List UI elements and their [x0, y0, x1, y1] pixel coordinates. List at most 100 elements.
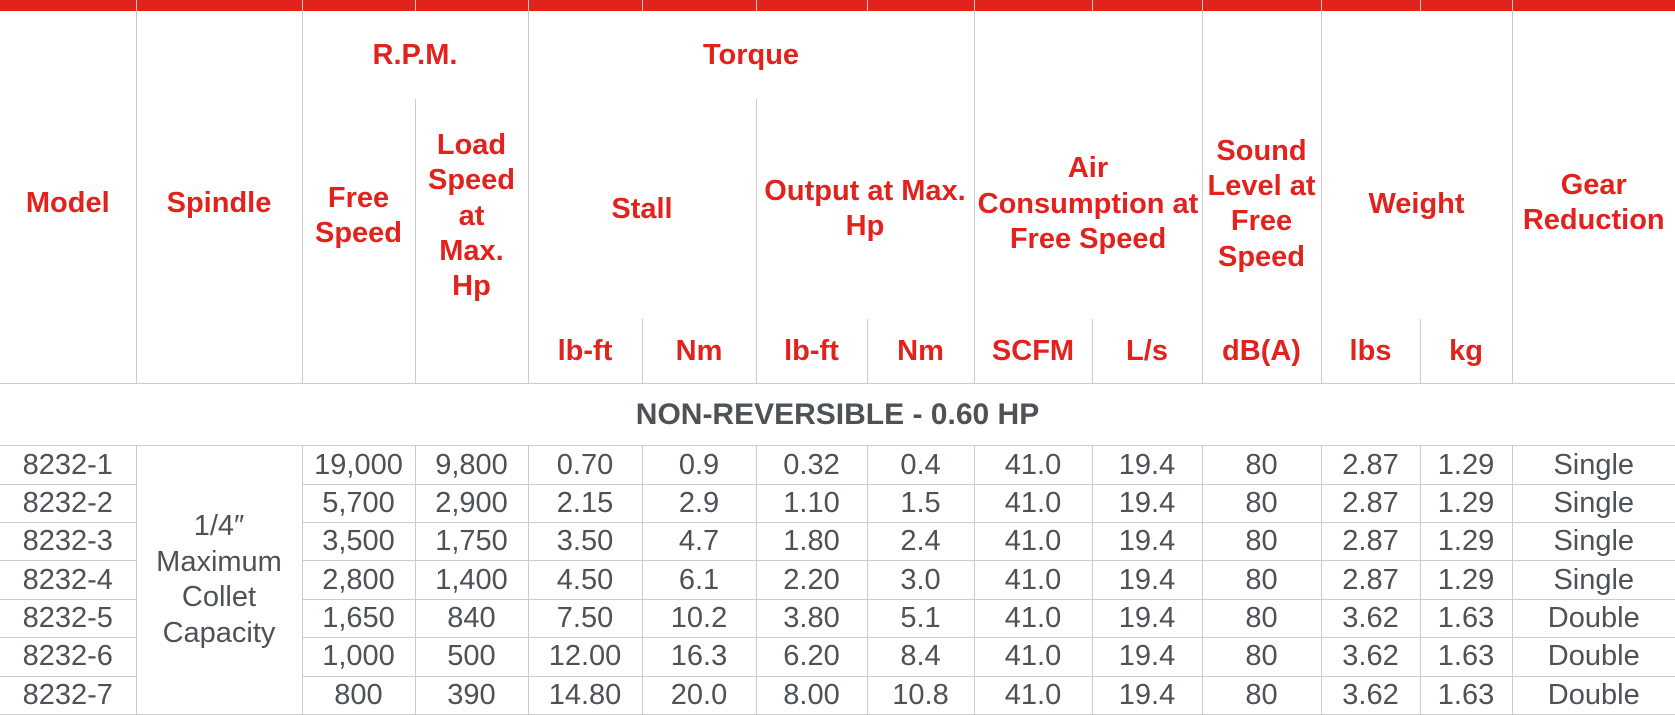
cell-gear: Single	[1512, 484, 1675, 524]
cell-output-lbft: 0.32	[756, 445, 868, 485]
cell-stall-nm: 20.0	[642, 676, 757, 715]
cell-gear: Double	[1512, 676, 1675, 715]
top-bar-segment	[1321, 0, 1421, 12]
top-bar-segment	[302, 0, 416, 12]
cell-gear: Single	[1512, 560, 1675, 600]
table-row: 8232-3 3,500 1,750 3.50 4.7 1.80 2.4 41.…	[0, 522, 1675, 562]
top-bar-segment	[642, 0, 757, 12]
col-header-gear-reduction: Gear Reduction	[1522, 168, 1665, 237]
cell-model: 8232-6	[0, 637, 137, 677]
cell-stall-nm: 16.3	[642, 637, 757, 677]
top-bar-segment	[867, 0, 975, 12]
cell-load-speed: 390	[415, 676, 529, 715]
cell-stall-lbft: 2.15	[528, 484, 643, 524]
cell-load-speed: 500	[415, 637, 529, 677]
unit-header-lbs: lbs	[1321, 319, 1421, 384]
sub-header-stall: Stall	[528, 99, 757, 320]
sub-header-output-at-max-hp: Output at Max. Hp	[756, 99, 975, 320]
cell-ls: 19.4	[1092, 637, 1203, 677]
cell-model: 8232-7	[0, 676, 137, 715]
cell-output-lbft: 1.10	[756, 484, 868, 524]
cell-gear: Single	[1512, 445, 1675, 485]
cell-output-nm: 3.0	[867, 560, 975, 600]
cell-scfm: 41.0	[974, 445, 1093, 485]
cell-output-nm: 2.4	[867, 522, 975, 562]
top-bar-segment	[756, 0, 868, 12]
cell-output-lbft: 8.00	[756, 676, 868, 715]
col-header-spindle: Spindle	[136, 11, 303, 384]
cell-stall-nm: 6.1	[642, 560, 757, 600]
section-row: NON-REVERSIBLE - 0.60 HP	[0, 383, 1675, 447]
top-accent-bar	[0, 0, 1675, 12]
cell-load-speed: 2,900	[415, 484, 529, 524]
unit-header-kg: kg	[1420, 319, 1513, 384]
cell-ls: 19.4	[1092, 560, 1203, 600]
cell-kg: 1.63	[1420, 676, 1513, 715]
cell-output-lbft: 3.80	[756, 599, 868, 639]
cell-model: 8232-2	[0, 484, 137, 524]
cell-gear: Single	[1512, 522, 1675, 562]
cell-ls: 19.4	[1092, 445, 1203, 485]
cell-kg: 1.29	[1420, 445, 1513, 485]
table-row: 8232-1 1/4″ Maximum Collet Capacity 19,00…	[0, 445, 1675, 715]
table-row: 8232-4 2,800 1,400 4.50 6.1 2.20 3.0 41.…	[0, 560, 1675, 600]
cell-model: 8232-1	[0, 445, 137, 485]
cell-free-speed: 1,000	[302, 637, 416, 677]
unit-header-dba: dB(A)	[1202, 319, 1322, 384]
cell-stall-lbft: 14.80	[528, 676, 643, 715]
group-header-air-consumption: Air Consumption at Free Speed	[974, 11, 1203, 320]
cell-lbs: 2.87	[1321, 484, 1421, 524]
cell-load-speed: 9,800	[415, 445, 529, 485]
section-title: NON-REVERSIBLE - 0.60 HP	[0, 383, 1675, 447]
col-header-load-speed: Load Speed at Max. Hp	[415, 99, 529, 384]
cell-output-nm: 8.4	[867, 637, 975, 677]
cell-kg: 1.63	[1420, 599, 1513, 639]
unit-header-stall-lbft: lb-ft	[528, 319, 643, 384]
cell-db: 80	[1202, 522, 1322, 562]
cell-gear: Double	[1512, 599, 1675, 639]
group-header-torque: Torque	[528, 11, 975, 100]
unit-header-ls: L/s	[1092, 319, 1203, 384]
cell-free-speed: 800	[302, 676, 416, 715]
cell-output-nm: 10.8	[867, 676, 975, 715]
cell-db: 80	[1202, 484, 1322, 524]
cell-scfm: 41.0	[974, 637, 1093, 677]
table-row: 8232-2 5,700 2,900 2.15 2.9 1.10 1.5 41.…	[0, 484, 1675, 524]
cell-gear: Double	[1512, 637, 1675, 677]
header-units-row: lb-ft Nm lb-ft Nm SCFM L/s dB(A) lbs kg	[0, 319, 1675, 384]
cell-stall-lbft: 0.70	[528, 445, 643, 485]
top-bar-segment	[1202, 0, 1322, 12]
top-bar-segment	[136, 0, 303, 12]
cell-free-speed: 5,700	[302, 484, 416, 524]
cell-model: 8232-4	[0, 560, 137, 600]
cell-stall-lbft: 4.50	[528, 560, 643, 600]
top-bar-segment	[1512, 0, 1675, 12]
top-bar-segment	[528, 0, 643, 12]
header-sub-row: Free Speed Load Speed at Max. Hp Stall O…	[0, 99, 1675, 384]
cell-free-speed: 2,800	[302, 560, 416, 600]
cell-load-speed: 1,400	[415, 560, 529, 600]
cell-lbs: 2.87	[1321, 560, 1421, 600]
spec-table-body: 8232-1 1/4″ Maximum Collet Capacity 19,00…	[0, 445, 1675, 715]
cell-kg: 1.29	[1420, 522, 1513, 562]
cell-output-lbft: 6.20	[756, 637, 868, 677]
cell-stall-nm: 10.2	[642, 599, 757, 639]
cell-lbs: 2.87	[1321, 445, 1421, 485]
cell-output-lbft: 2.20	[756, 560, 868, 600]
group-header-rpm: R.P.M.	[302, 11, 529, 100]
cell-db: 80	[1202, 676, 1322, 715]
cell-output-lbft: 1.80	[756, 522, 868, 562]
cell-stall-nm: 4.7	[642, 522, 757, 562]
cell-lbs: 3.62	[1321, 676, 1421, 715]
cell-db: 80	[1202, 560, 1322, 600]
top-bar-segment	[0, 0, 137, 12]
header-group-row: Model Spindle R.P.M. Torque Air Consumpt…	[0, 11, 1675, 384]
cell-stall-lbft: 7.50	[528, 599, 643, 639]
cell-ls: 19.4	[1092, 676, 1203, 715]
top-bar-segment	[415, 0, 529, 12]
cell-stall-nm: 0.9	[642, 445, 757, 485]
cell-db: 80	[1202, 599, 1322, 639]
col-header-model: Model	[0, 11, 137, 384]
cell-load-speed: 1,750	[415, 522, 529, 562]
